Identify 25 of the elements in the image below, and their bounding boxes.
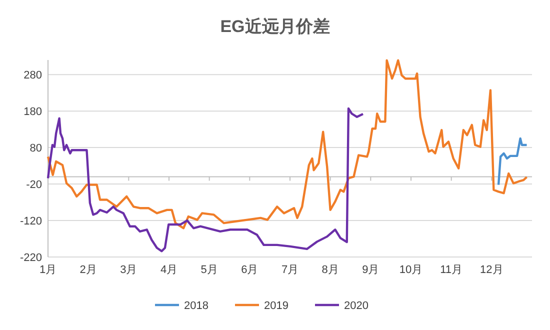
line-series bbox=[46, 59, 528, 230]
y-tick-label: -20 bbox=[26, 179, 42, 192]
legend-label: 2018 bbox=[184, 300, 208, 312]
y-tick-label: -220 bbox=[20, 252, 42, 264]
legend-label: 2019 bbox=[264, 300, 288, 312]
x-tick-label: 4月 bbox=[160, 264, 178, 276]
x-tick-label: 11月 bbox=[440, 264, 463, 276]
x-tick-label: 8月 bbox=[322, 264, 339, 276]
x-tick-label: 9月 bbox=[362, 264, 380, 276]
x-tick-label: 5月 bbox=[200, 264, 218, 276]
line-series bbox=[46, 107, 364, 252]
line-series bbox=[497, 137, 528, 186]
y-tick-label: -120 bbox=[20, 216, 42, 228]
x-tick-label: 1月 bbox=[39, 264, 57, 276]
x-tick-label: 10月 bbox=[399, 264, 423, 276]
y-tick-label: 80 bbox=[30, 142, 42, 155]
chart-title: EG近远月价差 bbox=[220, 17, 330, 36]
y-tick-label: 280 bbox=[24, 70, 42, 82]
legend-label: 2020 bbox=[344, 300, 368, 312]
x-tick-label: 6月 bbox=[241, 264, 258, 276]
y-tick-label: 180 bbox=[24, 106, 42, 118]
x-tick-label: 12月 bbox=[480, 264, 504, 276]
x-tick-label: 3月 bbox=[120, 264, 138, 276]
x-tick-label: 7月 bbox=[281, 264, 299, 276]
x-tick-label: 2月 bbox=[80, 264, 97, 276]
